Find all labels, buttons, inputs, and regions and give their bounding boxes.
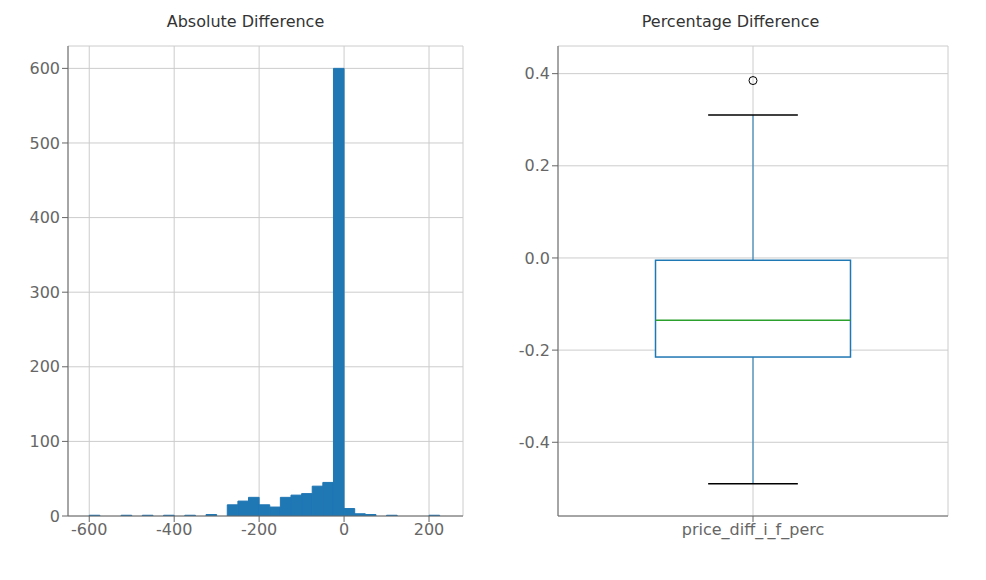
svg-text:300: 300 xyxy=(29,283,60,302)
svg-text:200: 200 xyxy=(414,520,445,539)
svg-text:-600: -600 xyxy=(71,520,107,539)
svg-text:0: 0 xyxy=(50,507,60,526)
svg-text:400: 400 xyxy=(29,208,60,227)
svg-text:0.0: 0.0 xyxy=(525,249,550,268)
svg-text:0.4: 0.4 xyxy=(525,64,550,83)
svg-text:500: 500 xyxy=(29,134,60,153)
svg-text:0.2: 0.2 xyxy=(525,156,550,175)
svg-text:-0.4: -0.4 xyxy=(519,433,550,452)
svg-text:-200: -200 xyxy=(241,520,277,539)
svg-text:600: 600 xyxy=(29,59,60,78)
svg-text:200: 200 xyxy=(29,357,60,376)
html-text:Absolute Difference: Absolute Difference xyxy=(166,12,325,31)
html-text:Percentage Difference: Percentage Difference xyxy=(641,12,820,31)
svg-text:-0.2: -0.2 xyxy=(519,341,550,360)
svg-text:-400: -400 xyxy=(156,520,192,539)
svg-text:100: 100 xyxy=(29,432,60,451)
svg-text:0: 0 xyxy=(339,520,349,539)
svg-text:price_diff_i_f_perc: price_diff_i_f_perc xyxy=(682,520,825,540)
